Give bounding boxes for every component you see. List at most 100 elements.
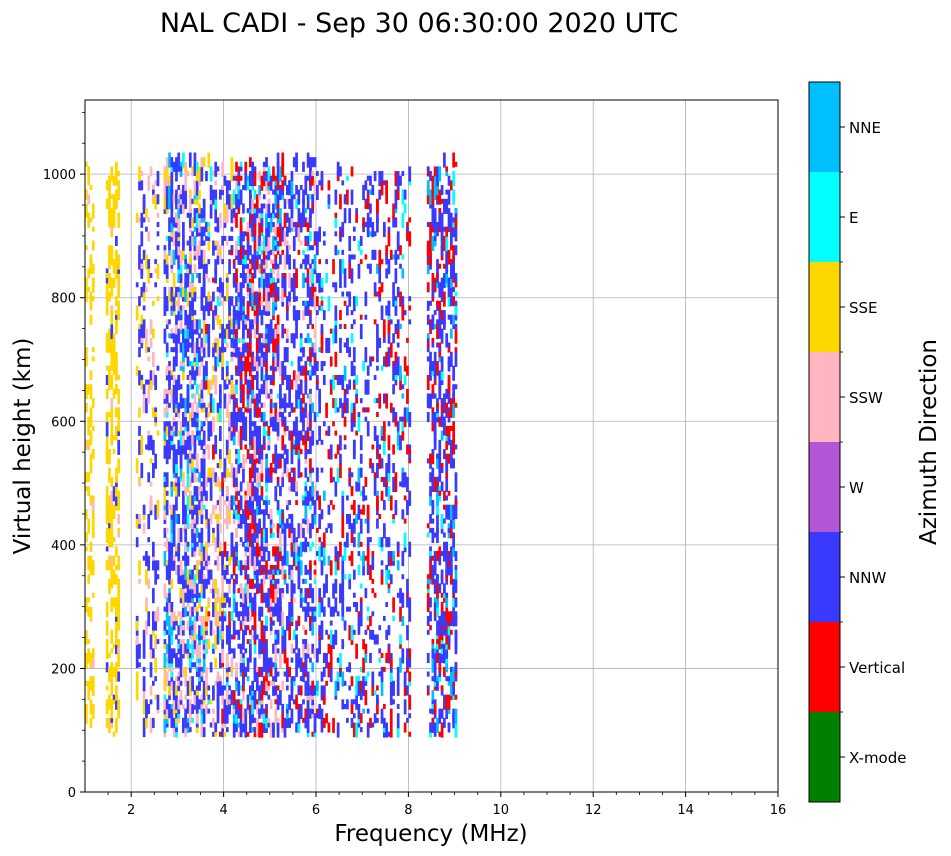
echo-point (242, 217, 245, 223)
echo-point (329, 606, 333, 617)
echo-point (452, 685, 455, 696)
echo-point (396, 430, 400, 446)
echo-point (262, 166, 266, 172)
echo-point (364, 222, 368, 228)
echo-point (366, 194, 370, 210)
echo-point (253, 166, 257, 172)
echo-point (343, 277, 347, 288)
echo-point (193, 235, 197, 246)
echo-point (246, 333, 250, 339)
echo-point (299, 541, 303, 557)
echo-point (207, 708, 211, 714)
echo-point (179, 342, 183, 348)
echo-point (302, 310, 305, 321)
echo-point (228, 379, 231, 385)
echo-point (170, 555, 174, 571)
echo-point (207, 259, 211, 265)
echo-point (198, 319, 201, 330)
echo-point (163, 259, 167, 275)
echo-point (198, 662, 201, 668)
echo-point (230, 532, 234, 543)
echo-point (332, 421, 335, 427)
echo-point (447, 393, 451, 399)
echo-point (443, 541, 446, 547)
echo-point (281, 611, 285, 627)
echo-point (218, 249, 222, 255)
echo-point (221, 472, 224, 488)
echo-point (304, 578, 308, 584)
echo-point (232, 175, 236, 181)
echo-point (311, 198, 315, 204)
echo-point (350, 310, 354, 316)
echo-point (154, 569, 158, 585)
echo-point (193, 518, 197, 524)
echo-point (426, 588, 430, 594)
echo-point (449, 217, 453, 228)
echo-point (216, 476, 220, 487)
echo-point (251, 351, 255, 357)
echo-point (304, 652, 308, 664)
echo-point (112, 212, 116, 228)
echo-point (320, 467, 324, 473)
echo-point (140, 462, 144, 479)
echo-point (378, 648, 382, 654)
echo-point (191, 634, 194, 645)
echo-point (258, 208, 261, 214)
echo-point (115, 161, 118, 167)
echo-point (89, 370, 93, 376)
echo-point (232, 722, 236, 738)
echo-point (258, 588, 261, 594)
echo-point (207, 277, 211, 283)
echo-point (205, 476, 208, 487)
echo-point (218, 546, 222, 552)
echo-point (267, 657, 271, 673)
echo-point (283, 393, 287, 404)
echo-point (177, 374, 181, 386)
echo-point (295, 620, 298, 631)
echo-point (265, 245, 268, 256)
echo-point (443, 620, 446, 636)
echo-point (309, 486, 312, 502)
echo-point (177, 546, 181, 562)
echo-point (184, 583, 188, 589)
echo-point (454, 305, 458, 316)
echo-point (87, 416, 91, 432)
echo-point (198, 560, 201, 566)
echo-point (188, 509, 192, 515)
echo-point (283, 523, 287, 539)
echo-point (177, 578, 181, 584)
echo-point (274, 402, 278, 408)
echo-point (431, 657, 435, 673)
echo-point (142, 727, 146, 738)
echo-point (105, 560, 109, 571)
echo-point (445, 495, 449, 501)
echo-point (285, 402, 289, 408)
echo-point (177, 439, 181, 455)
echo-point (170, 703, 174, 709)
echo-point (392, 291, 395, 307)
echo-point (299, 685, 303, 696)
echo-point (235, 527, 238, 538)
echo-point (440, 356, 444, 372)
echo-point (288, 523, 291, 529)
echo-point (193, 166, 197, 172)
echo-point (177, 217, 181, 233)
echo-point (170, 629, 174, 645)
echo-point (350, 166, 354, 177)
echo-point (350, 402, 354, 413)
echo-point (200, 703, 204, 709)
echo-point (228, 449, 231, 465)
echo-point (195, 245, 199, 251)
echo-point (198, 254, 201, 265)
echo-point (202, 263, 206, 269)
echo-point (182, 578, 185, 589)
echo-point (184, 578, 188, 584)
echo-point (151, 555, 155, 561)
echo-point (91, 500, 95, 511)
echo-point (285, 347, 289, 363)
echo-point (382, 500, 386, 511)
echo-point (223, 379, 227, 390)
echo-point (290, 180, 294, 196)
echo-point (295, 439, 298, 455)
echo-point (436, 583, 439, 599)
